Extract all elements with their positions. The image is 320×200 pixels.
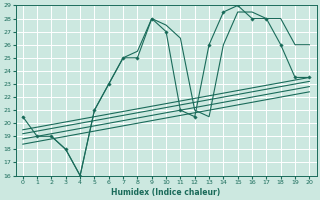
X-axis label: Humidex (Indice chaleur): Humidex (Indice chaleur) bbox=[111, 188, 221, 197]
